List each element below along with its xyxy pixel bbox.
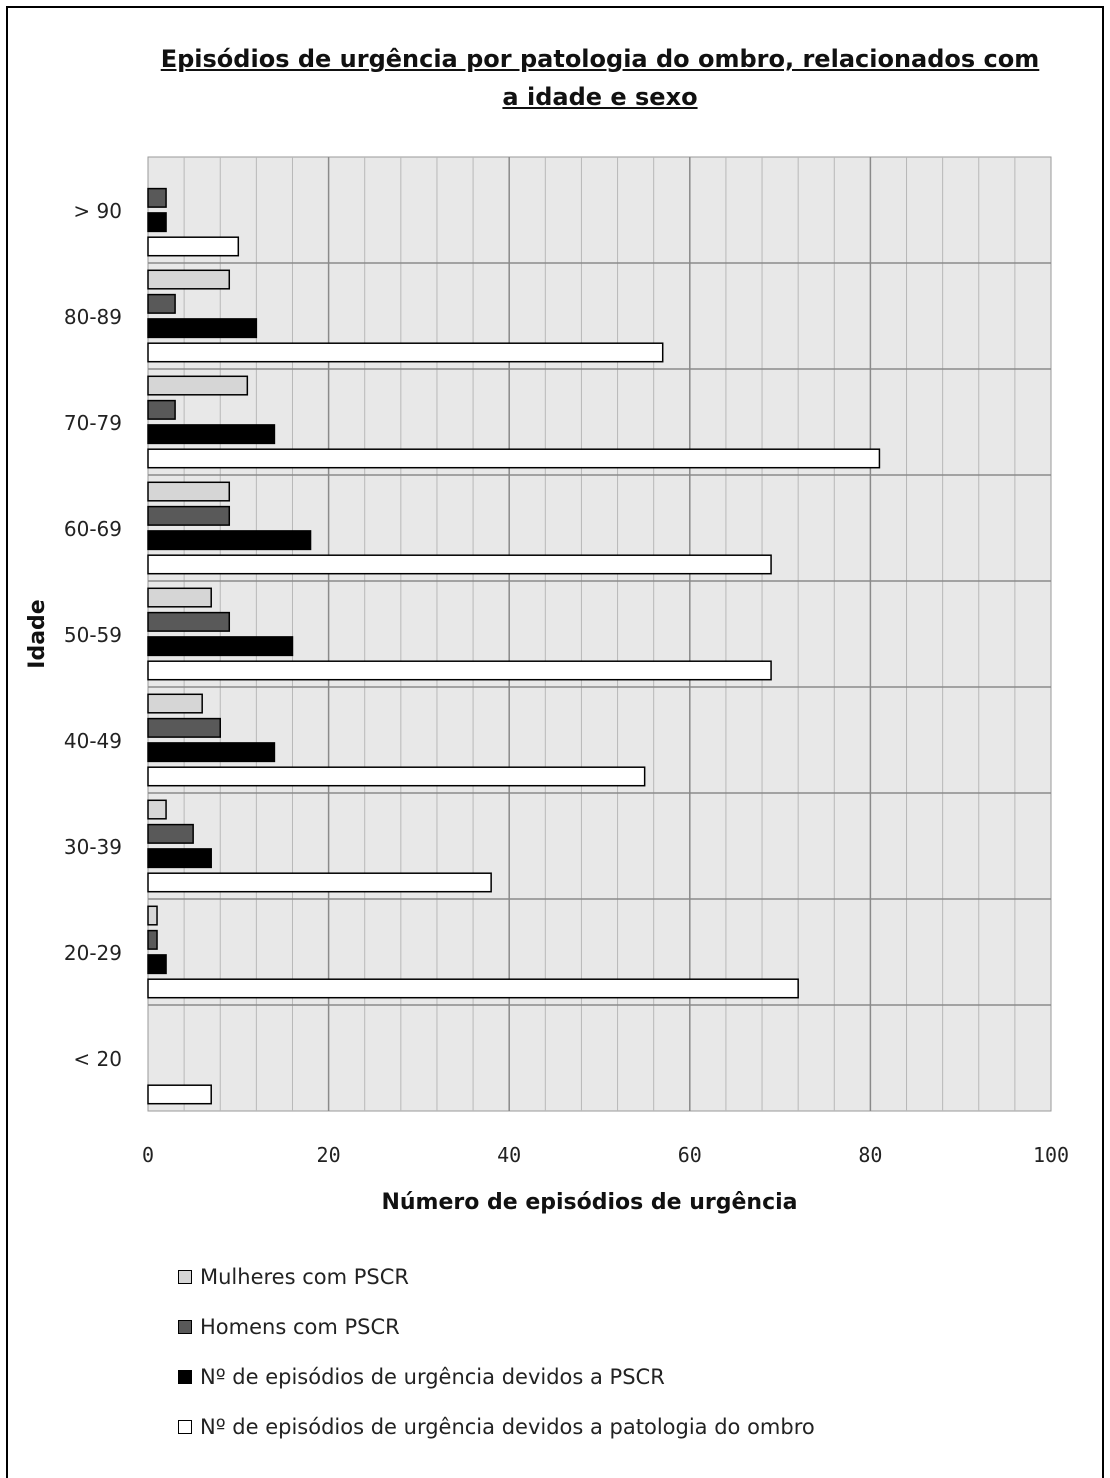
bar (147, 905, 158, 926)
y-tick-label: > 90 (73, 199, 122, 223)
legend-item: Nº de episódios de urgência devidos a pa… (178, 1402, 815, 1452)
bar (147, 318, 258, 339)
bar (147, 611, 231, 632)
legend-item: Nº de episódios de urgência devidos a PS… (178, 1352, 815, 1402)
bar (147, 375, 249, 396)
legend-swatch (178, 1320, 192, 1334)
y-tick-label: 70-79 (64, 411, 122, 435)
bar (147, 872, 492, 893)
bar (147, 766, 646, 787)
bar (147, 481, 231, 502)
bar (147, 717, 221, 738)
x-tick-label: 0 (142, 1143, 154, 1167)
legend-item: Homens com PSCR (178, 1302, 815, 1352)
legend-label: Mulheres com PSCR (200, 1265, 409, 1289)
bar (147, 742, 276, 763)
legend-swatch (178, 1420, 192, 1434)
bar (147, 424, 276, 445)
bar (147, 799, 167, 820)
bar (147, 823, 194, 844)
bar (147, 1084, 212, 1105)
legend: Mulheres com PSCR Homens com PSCR Nº de ep… (178, 1252, 815, 1452)
legend-item: Mulheres com PSCR (178, 1252, 815, 1302)
y-axis-title: Idade (25, 599, 50, 668)
legend-swatch (178, 1370, 192, 1384)
chart-title: Episódios de urgência por patologia do o… (160, 45, 1040, 111)
bar (147, 587, 212, 608)
y-tick-label: 20-29 (64, 941, 122, 965)
bar (147, 399, 176, 420)
x-axis-title: Número de episódios de urgência (381, 1190, 797, 1215)
bar (147, 187, 167, 208)
y-tick-label: 80-89 (64, 305, 122, 329)
legend-label: Homens com PSCR (200, 1315, 400, 1339)
bar (147, 530, 312, 551)
y-tick-label: 40-49 (64, 729, 122, 753)
bar (147, 660, 772, 681)
bar (147, 929, 158, 950)
bar (147, 848, 212, 869)
bar (147, 269, 231, 290)
bar (147, 505, 231, 526)
plot-area (147, 156, 1052, 1112)
bar (147, 636, 294, 657)
bar (147, 554, 772, 575)
x-tick-label: 100 (1033, 1143, 1069, 1167)
y-tick-label: < 20 (73, 1047, 122, 1071)
x-tick-label: 40 (497, 1143, 521, 1167)
y-tick-label: 30-39 (64, 835, 122, 859)
y-tick-label: 60-69 (64, 517, 122, 541)
y-tick-label: 50-59 (64, 623, 122, 647)
legend-swatch (178, 1270, 192, 1284)
bar (147, 448, 881, 469)
x-tick-label: 20 (317, 1143, 341, 1167)
bar (147, 342, 664, 363)
x-tick-label: 80 (858, 1143, 882, 1167)
x-tick-label: 60 (678, 1143, 702, 1167)
bar (147, 978, 799, 999)
bar (147, 293, 176, 314)
legend-label: Nº de episódios de urgência devidos a pa… (200, 1415, 815, 1439)
bar (147, 212, 167, 233)
chart-frame (6, 6, 1104, 1478)
bar (147, 236, 240, 257)
bar (147, 693, 203, 714)
bar (147, 954, 167, 975)
legend-label: Nº de episódios de urgência devidos a PS… (200, 1365, 665, 1389)
